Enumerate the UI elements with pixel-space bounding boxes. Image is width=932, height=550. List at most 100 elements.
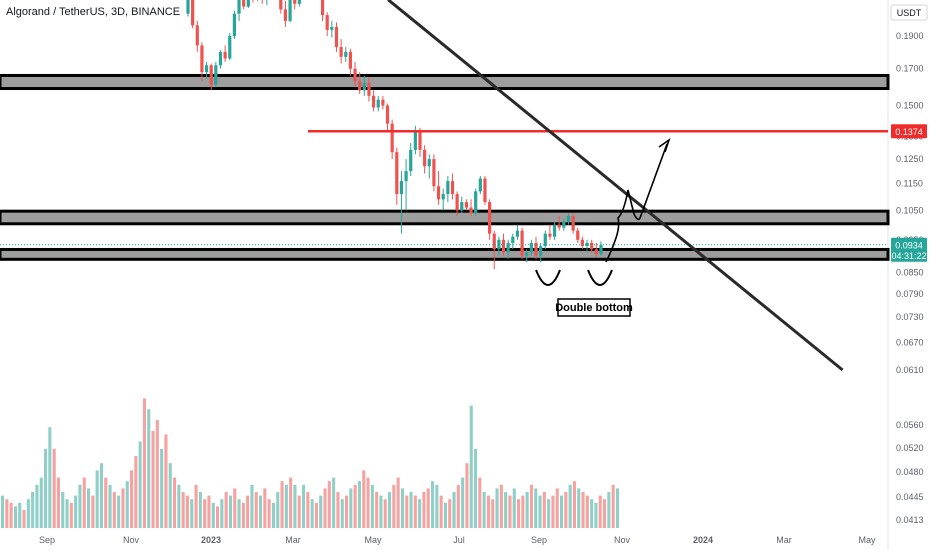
volume-bar [13,506,17,528]
volume-bar [512,488,516,528]
volume-bar [108,484,112,528]
volume-bar [302,484,306,528]
volume-bar [177,484,181,528]
candle-body [288,0,292,21]
volume-bar [529,484,533,528]
volume-bar [207,495,211,528]
volume-bar [237,499,241,528]
currency-label: USDT [897,8,922,18]
volume-bar [499,484,503,528]
volume-bar [431,481,435,528]
volume-bar [577,488,581,528]
last-price-tag [891,237,927,262]
volume-bar [332,477,336,528]
volume-bar [35,484,39,528]
candle-body [279,0,283,10]
candle-body [488,202,492,234]
candle-body [529,242,533,253]
annotation-double-bottom: Double bottom [555,302,633,314]
candle-body [511,236,515,243]
volume-bar [310,499,314,528]
candle-body [376,99,380,108]
volume-bar [564,492,568,528]
projection-arrowhead [658,137,671,153]
candle-body [515,230,520,237]
volume-bar [22,510,26,528]
volume-bar [5,499,9,528]
candle-body [450,181,455,195]
x-tick-label: May [364,535,382,545]
x-tick-label: Nov [614,535,631,545]
volume-bar [585,495,589,528]
candle-body [464,202,468,208]
volume-bar [405,495,409,528]
volume-bar [87,488,91,528]
volume-bar [517,499,521,528]
volume-bar [345,495,349,528]
x-tick-label: Mar [285,535,301,545]
candle-body [418,132,422,150]
volume-bar [31,492,35,528]
volume-bar [99,463,103,528]
annotation-box [557,298,631,317]
volume-bar [203,499,207,528]
y-tick-label: 0.1150 [896,179,923,189]
candle-body [353,68,357,82]
candle-body [367,82,371,96]
volume-bar [461,477,465,528]
candle-body [344,51,348,57]
y-tick-label: 0.1900 [896,31,924,41]
double-bottom-arc-right [587,269,613,286]
volume-bar [48,427,52,528]
candle-body [552,224,557,237]
volume-bar [418,499,422,528]
candle-body [432,159,436,187]
volume-bar [388,492,392,528]
volume-bar [400,488,404,528]
chart-title: Algorand / TetherUS, 3D, BINANCE [6,6,181,18]
y-tick-label: 0.0413 [896,515,924,525]
volume-bar [121,488,125,528]
candle-body [283,9,288,21]
volume-bar [155,420,159,528]
volume-bar [590,499,594,528]
candle-body [242,0,246,7]
candle-body [543,233,547,247]
y-tick-label: 0.0850 [896,267,924,277]
volume-bar [1,495,5,528]
candle-body [214,65,218,85]
volume-bar [366,477,370,528]
volume-bar [474,448,478,528]
volume-bar [185,495,189,528]
volume-bar [357,481,361,528]
volume-bar [117,495,121,528]
y-tick-label: 0.1050 [896,205,924,215]
x-tick-label: 2023 [201,535,221,545]
volume-bar [538,495,542,528]
volume-bar [293,484,297,528]
volume-bar [164,434,168,528]
volume-bar [456,484,460,528]
y-tick-label: 0.0480 [896,467,924,477]
volume-bar [422,492,426,528]
candle-body [191,0,195,26]
volume-bar [319,495,323,528]
volume-bar [598,495,602,528]
volume-bar [336,492,340,528]
y-tick-label: 0.1500 [896,100,924,110]
candle-body [334,26,339,48]
volume-bar [542,492,546,528]
volume-bar [233,488,237,528]
volume-bar [560,495,564,528]
candle-body [246,0,250,7]
volume-bar [254,492,258,528]
candle-body [492,233,496,250]
volume-bar [340,499,344,528]
volume-bar [259,495,263,528]
candle-body [423,149,427,167]
volume-bar [271,502,275,528]
candle-body [209,65,213,85]
candle-body [594,249,598,255]
